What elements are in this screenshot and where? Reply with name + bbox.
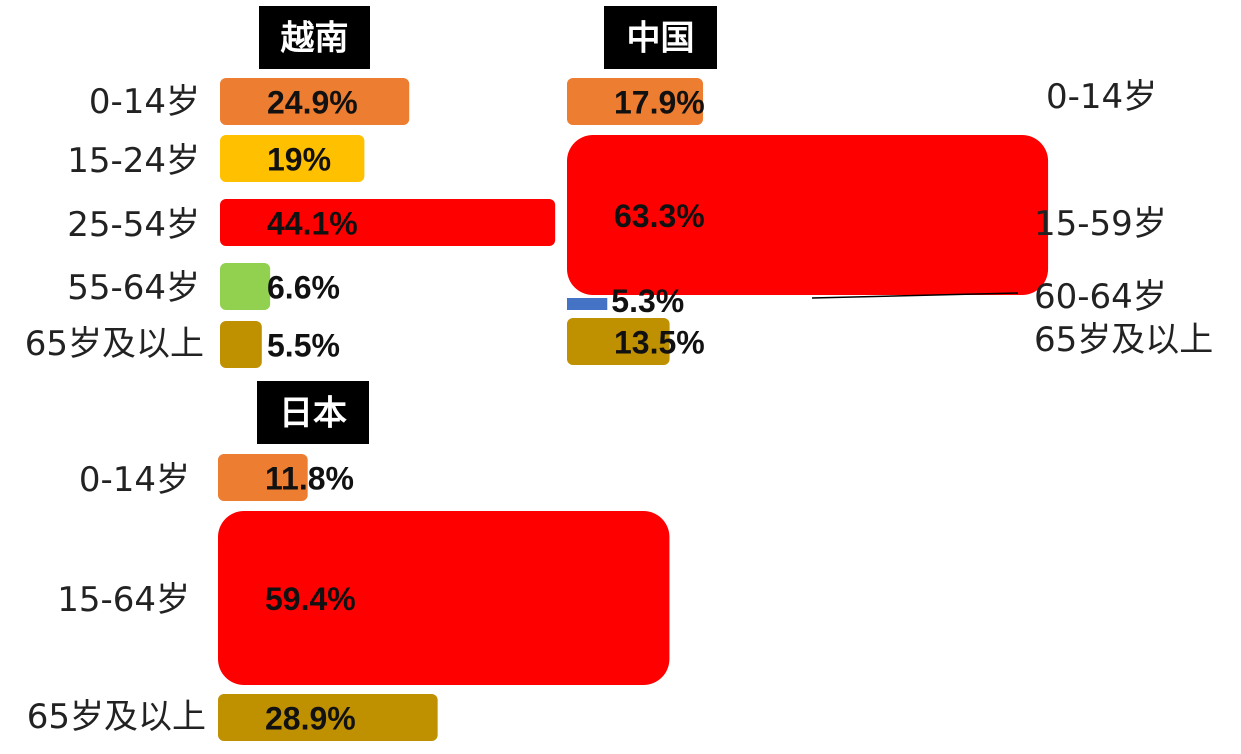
china-title: 中国 bbox=[627, 19, 695, 59]
vietnam-bar-3 bbox=[220, 199, 556, 246]
china-category-label-2: 15-59岁 bbox=[1034, 204, 1167, 244]
japan-value-label-1: 11.8% bbox=[265, 461, 354, 497]
japan-value-label-2: 59.4% bbox=[265, 581, 356, 617]
china-leader-line bbox=[811, 292, 1019, 299]
china-bar-1 bbox=[567, 78, 704, 125]
vietnam-panel: 越南 24.9% 0-14岁 19% 15-24岁 44.1% 25-54岁 6.6% 55-6… bbox=[25, 6, 556, 368]
vietnam-category-label-2: 15-24岁 bbox=[67, 141, 200, 181]
vietnam-value-label-1: 24.9% bbox=[267, 85, 358, 121]
japan-bar-1 bbox=[218, 454, 308, 501]
vietnam-bar-2 bbox=[220, 135, 365, 182]
japan-category-label-2: 15-64岁 bbox=[57, 580, 190, 620]
vietnam-category-label-1: 0-14岁 bbox=[89, 82, 200, 122]
japan-title: 日本 bbox=[279, 394, 347, 434]
china-bar-4 bbox=[567, 318, 670, 365]
japan-bar-2 bbox=[218, 511, 670, 685]
vietnam-category-label-5: 65岁及以上 bbox=[25, 324, 204, 364]
china-value-label-2: 63.3% bbox=[614, 198, 705, 234]
china-bar-3 bbox=[567, 298, 608, 310]
china-value-label-1: 17.9% bbox=[614, 85, 705, 121]
vietnam-title-box bbox=[259, 6, 370, 69]
japan-value-label-3: 28.9% bbox=[265, 701, 356, 737]
japan-category-label-1: 0-14岁 bbox=[79, 460, 190, 500]
china-category-label-1: 0-14岁 bbox=[1046, 77, 1157, 117]
japan-title-box bbox=[257, 381, 369, 444]
china-value-label-3: 5.3% bbox=[611, 283, 684, 319]
japan-bar-3 bbox=[218, 694, 438, 741]
vietnam-value-label-3: 44.1% bbox=[267, 206, 358, 242]
china-category-label-3: 60-64岁 bbox=[1034, 277, 1167, 317]
china-value-label-4: 13.5% bbox=[614, 325, 705, 361]
vietnam-value-label-5: 5.5% bbox=[267, 328, 340, 364]
vietnam-bar-5 bbox=[220, 321, 262, 368]
vietnam-value-label-2: 19% bbox=[267, 142, 331, 178]
japan-panel: 日本 11.8% 0-14岁 59.4% 15-64岁 28.9% 65岁及以上 bbox=[27, 381, 670, 741]
vietnam-title: 越南 bbox=[281, 19, 349, 59]
vietnam-bar-1 bbox=[220, 78, 410, 125]
vietnam-value-label-4: 6.6% bbox=[267, 270, 340, 306]
china-bar-2 bbox=[567, 135, 1049, 295]
vietnam-bar-4 bbox=[220, 263, 271, 310]
vietnam-category-label-4: 55-64岁 bbox=[67, 268, 200, 308]
vietnam-category-label-3: 25-54岁 bbox=[67, 205, 200, 245]
china-category-label-4: 65岁及以上 bbox=[1034, 320, 1213, 360]
china-title-box bbox=[604, 6, 717, 69]
china-panel: 中国 17.9% 0-14岁 63.3% 15-59岁 5.3% 60-64岁 13.5% 65… bbox=[567, 6, 1213, 365]
japan-category-label-3: 65岁及以上 bbox=[27, 697, 206, 737]
